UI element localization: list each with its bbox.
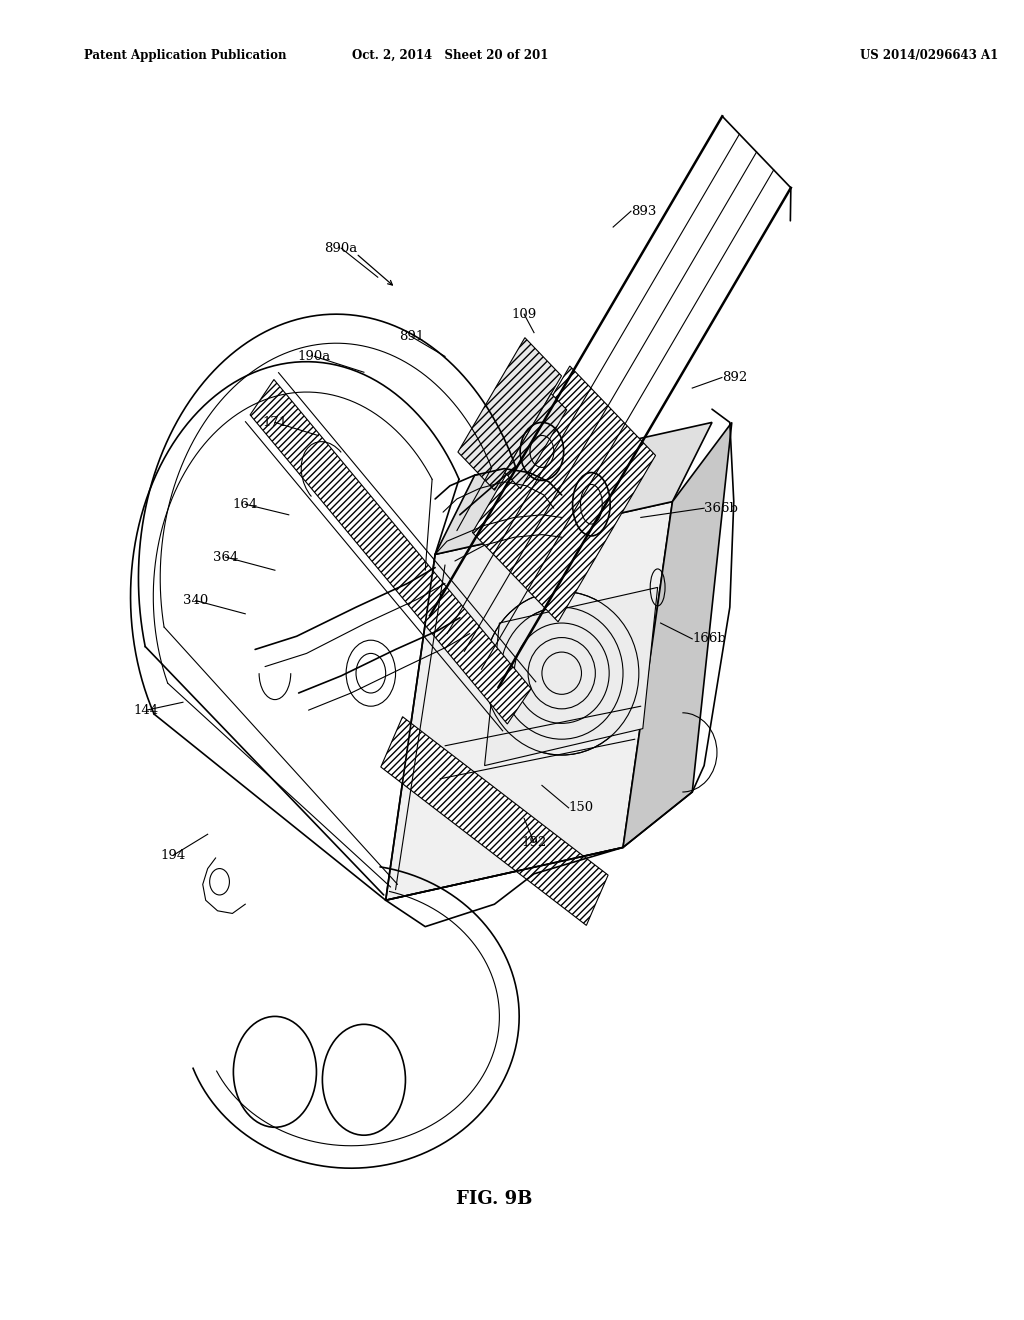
Polygon shape xyxy=(386,502,673,900)
Polygon shape xyxy=(458,338,561,490)
Text: 891: 891 xyxy=(398,330,424,343)
Polygon shape xyxy=(472,366,655,622)
Polygon shape xyxy=(484,587,657,766)
Text: 109: 109 xyxy=(512,308,537,321)
Text: 364: 364 xyxy=(213,550,239,564)
Text: 893: 893 xyxy=(631,205,656,218)
Text: US 2014/0296643 A1: US 2014/0296643 A1 xyxy=(860,49,998,62)
Text: 892: 892 xyxy=(722,371,748,384)
Text: 366b: 366b xyxy=(705,502,738,515)
Text: 194: 194 xyxy=(161,849,185,862)
Text: 166b: 166b xyxy=(692,632,726,645)
Polygon shape xyxy=(505,393,566,488)
Polygon shape xyxy=(435,422,712,554)
Text: 150: 150 xyxy=(568,801,594,814)
Text: 192: 192 xyxy=(521,836,547,849)
Text: 340: 340 xyxy=(183,594,209,607)
Text: 190a: 190a xyxy=(298,350,331,363)
Text: 164: 164 xyxy=(232,498,258,511)
Text: Patent Application Publication: Patent Application Publication xyxy=(84,49,287,62)
Polygon shape xyxy=(250,380,531,723)
Text: FIG. 9B: FIG. 9B xyxy=(457,1189,532,1208)
Text: 890a: 890a xyxy=(325,242,357,255)
Text: Oct. 2, 2014   Sheet 20 of 201: Oct. 2, 2014 Sheet 20 of 201 xyxy=(352,49,548,62)
Polygon shape xyxy=(381,717,608,925)
Text: 144: 144 xyxy=(134,704,159,717)
Polygon shape xyxy=(623,422,732,847)
Text: 171: 171 xyxy=(262,416,288,429)
